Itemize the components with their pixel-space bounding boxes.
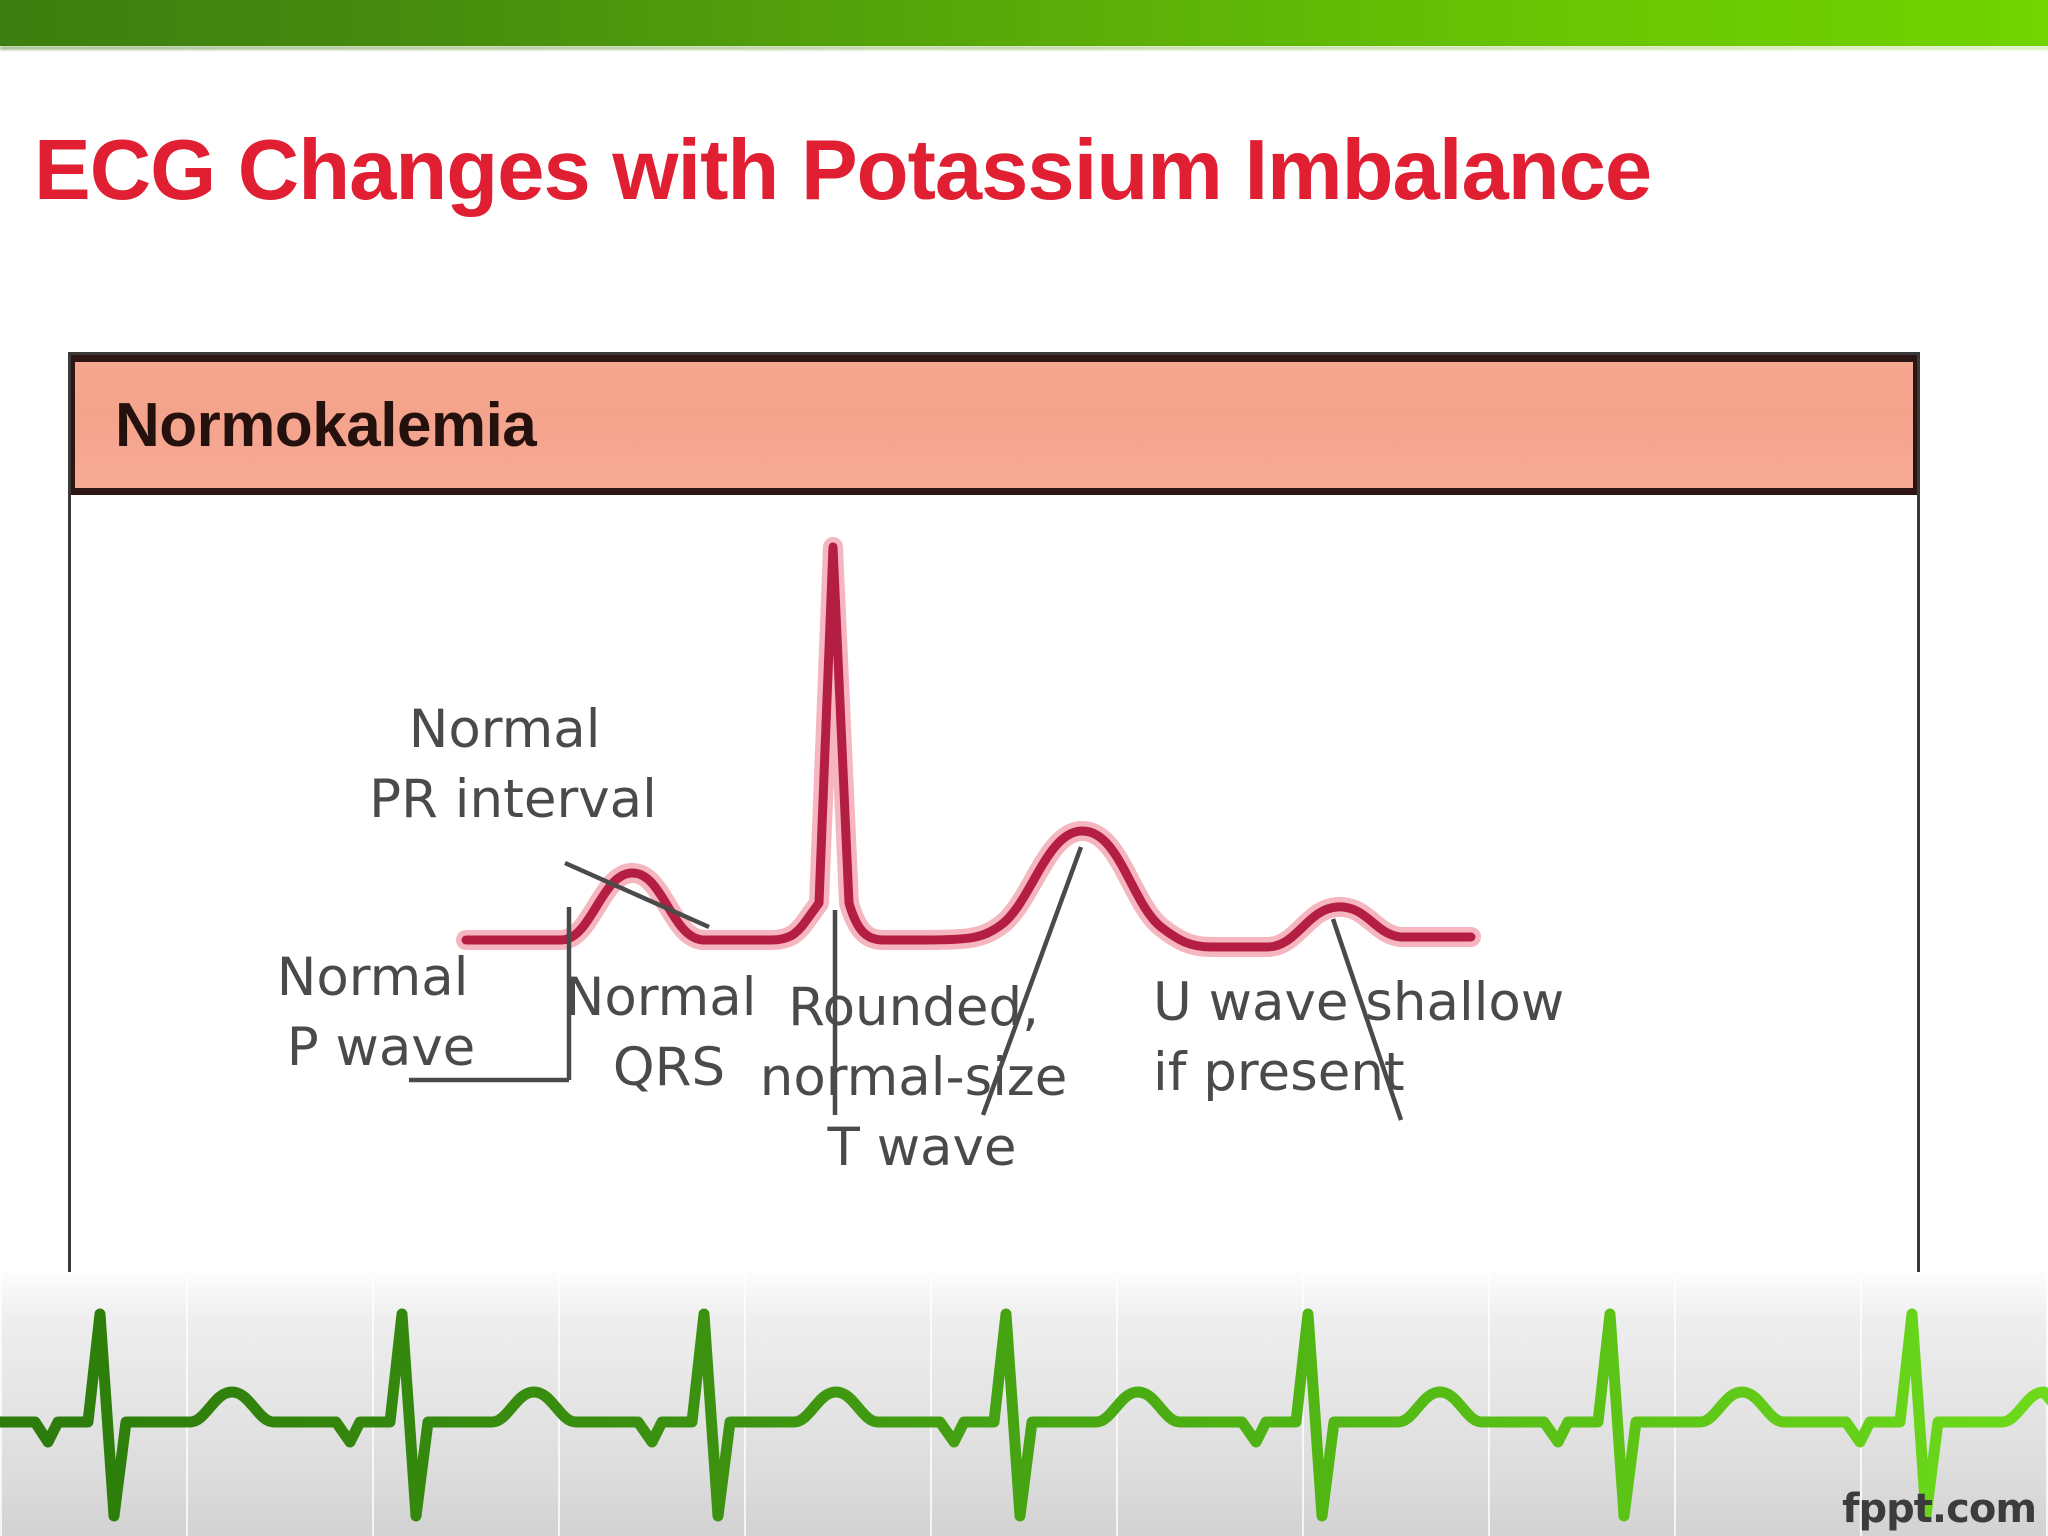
ecg-strip-footer: fppt.com [0, 1272, 2048, 1536]
annotation-t-wave: Rounded, normal-size T wave [760, 977, 1084, 1178]
watermark-fppt: fppt.com [1842, 1486, 2037, 1532]
top-accent-bar [0, 0, 2048, 46]
annotation-qrs: Normal QRS [565, 967, 774, 1098]
page-title: ECG Changes with Potassium Imbalance [34, 123, 1652, 218]
annotation-u-wave: U wave shallow if present [1153, 972, 1581, 1103]
annotation-pr-interval: Normal PR interval [369, 699, 657, 830]
ecg-diagram: Normal PR interval Normal P wave Normal … [71, 495, 1917, 1281]
normokalemia-panel: Normokalemia Normal PR interval [68, 352, 1920, 1282]
panel-header: Normokalemia [71, 355, 1917, 495]
leader-line-t-wave [980, 846, 1084, 1116]
panel-header-label: Normokalemia [115, 390, 537, 460]
leader-line-u-wave [1330, 918, 1404, 1121]
ecg-trace [461, 542, 1476, 952]
leader-line-pr-interval [564, 860, 710, 930]
ecg-strip-svg [0, 1308, 2048, 1522]
annotation-p-wave: Normal P wave [277, 947, 486, 1078]
ecg-strip-trace [0, 1308, 2048, 1522]
top-accent-bar-shadow [0, 46, 2048, 50]
